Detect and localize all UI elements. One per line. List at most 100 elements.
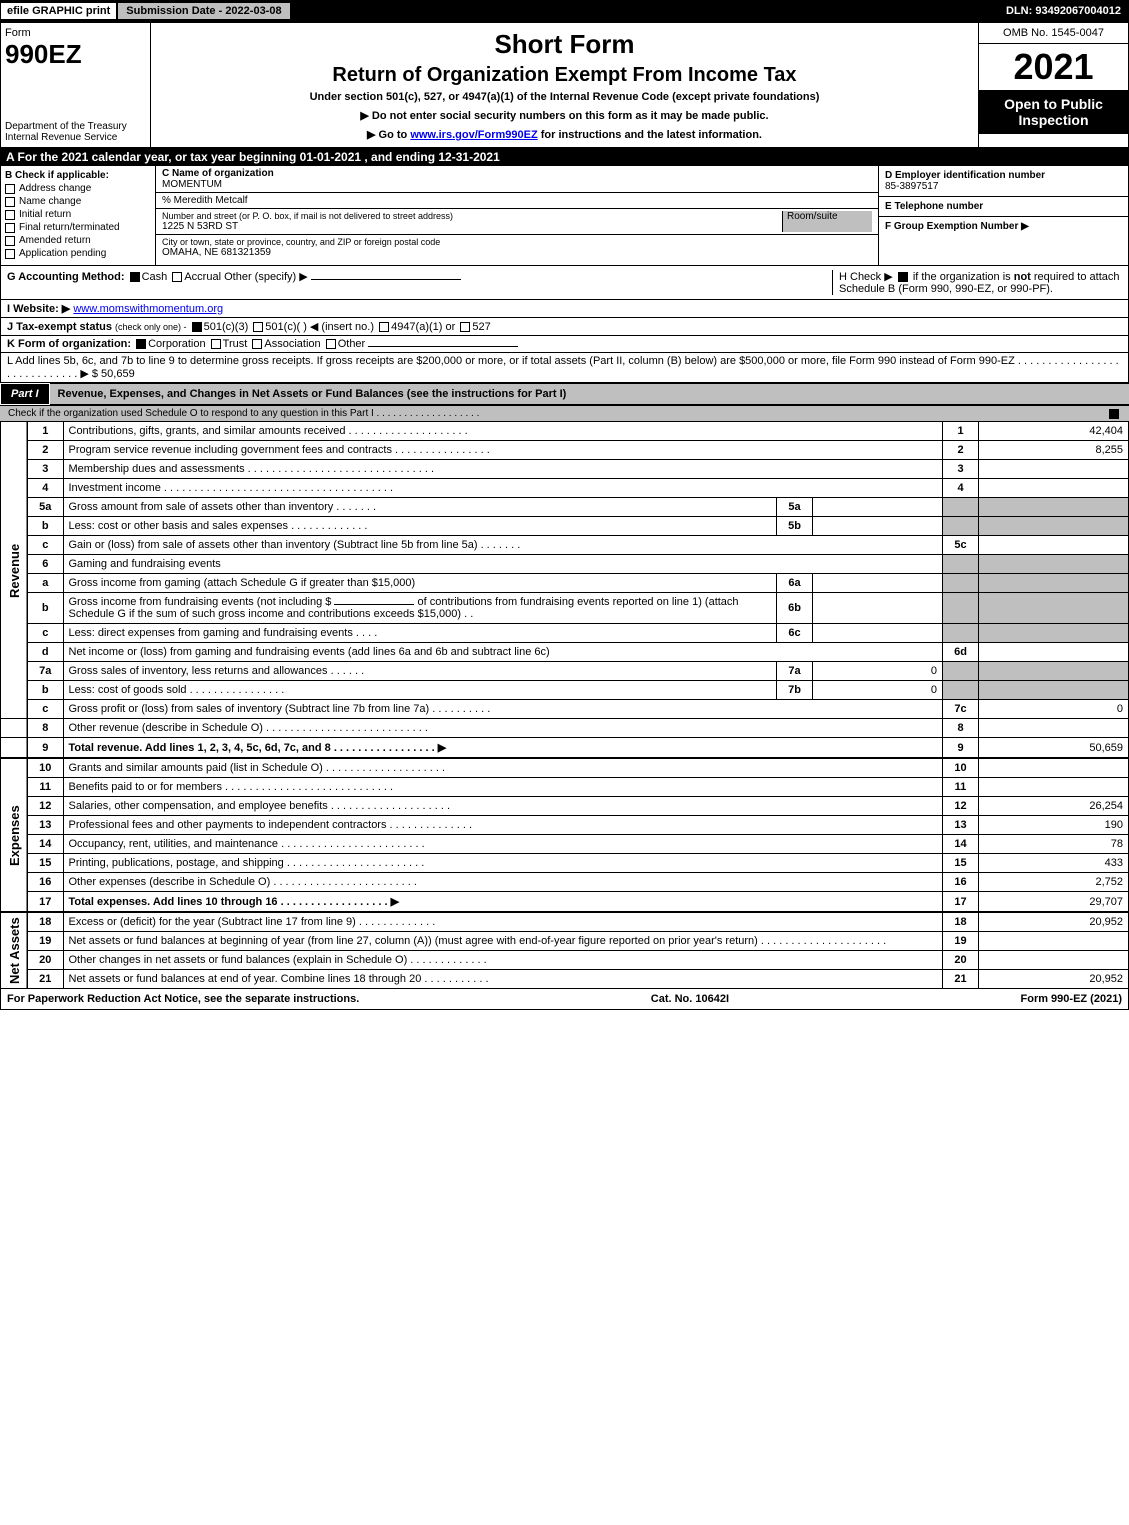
chk-accrual[interactable] [172, 272, 182, 282]
table-row: 7a Gross sales of inventory, less return… [1, 662, 1129, 681]
table-row: 5a Gross amount from sale of assets othe… [1, 498, 1129, 517]
netassets-side: Net Assets [1, 913, 28, 989]
table-row: Expenses 10 Grants and similar amounts p… [1, 759, 1129, 778]
part1-header: Part I Revenue, Expenses, and Changes in… [0, 383, 1129, 405]
table-row: 4 Investment income . . . . . . . . . . … [1, 479, 1129, 498]
part1-tab: Part I [0, 383, 50, 405]
chk-final-return[interactable]: Final return/terminated [5, 222, 151, 233]
c-name-label: C Name of organization [162, 168, 872, 179]
chk-trust[interactable] [211, 339, 221, 349]
website-link[interactable]: www.momswithmomentum.org [73, 303, 223, 315]
table-row: 19Net assets or fund balances at beginni… [1, 932, 1129, 951]
table-row: c Gross profit or (loss) from sales of i… [1, 700, 1129, 719]
lno: 1 [27, 422, 63, 441]
i-website: I Website: ▶ www.momswithmomentum.org [0, 300, 1129, 318]
table-row: Net Assets 18 Excess or (deficit) for th… [1, 913, 1129, 932]
chk-cash[interactable] [130, 272, 140, 282]
header-right: OMB No. 1545-0047 2021 Open to Public In… [978, 23, 1128, 147]
section-c: C Name of organization MOMENTUM % Meredi… [156, 166, 878, 265]
ein: 85-3897517 [885, 181, 1122, 192]
table-row: b Less: cost or other basis and sales ex… [1, 517, 1129, 536]
note2-post: for instructions and the latest informat… [538, 129, 762, 141]
department: Department of the Treasury Internal Reve… [5, 121, 146, 143]
g-h-block: G Accounting Method: Cash Accrual Other … [0, 266, 1129, 300]
chk-amended[interactable]: Amended return [5, 235, 151, 246]
table-row: 9 Total revenue. Add lines 1, 2, 3, 4, 5… [1, 738, 1129, 758]
chk-527[interactable] [460, 322, 470, 332]
table-row: a Gross income from gaming (attach Sched… [1, 574, 1129, 593]
e-label: E Telephone number [885, 201, 1122, 212]
note-link: ▶ Go to www.irs.gov/Form990EZ for instru… [161, 128, 968, 141]
table-row: 14Occupancy, rent, utilities, and mainte… [1, 835, 1129, 854]
room-suite-label: Room/suite [782, 211, 872, 232]
table-row: 20Other changes in net assets or fund ba… [1, 951, 1129, 970]
under-section: Under section 501(c), 527, or 4947(a)(1)… [161, 91, 968, 103]
table-row: c Less: direct expenses from gaming and … [1, 624, 1129, 643]
table-row: c Gain or (loss) from sale of assets oth… [1, 536, 1129, 555]
j-tax-exempt: J Tax-exempt status (check only one) - 5… [0, 318, 1129, 336]
d-label: D Employer identification number [885, 170, 1122, 181]
k-form-org: K Form of organization: Corporation Trus… [0, 336, 1129, 353]
org-name: MOMENTUM [162, 179, 872, 190]
chk-address-change[interactable]: Address change [5, 183, 151, 194]
table-row: 16Other expenses (describe in Schedule O… [1, 873, 1129, 892]
chk-501c3[interactable] [192, 322, 202, 332]
title: Short Form [161, 29, 968, 60]
irs-link[interactable]: www.irs.gov/Form990EZ [410, 129, 537, 141]
rval: 42,404 [979, 422, 1129, 441]
revenue-table: Revenue 1 Contributions, gifts, grants, … [0, 421, 1129, 758]
netassets-table: Net Assets 18 Excess or (deficit) for th… [0, 912, 1129, 989]
form-number: 990EZ [5, 39, 146, 70]
table-row: 15Printing, publications, postage, and s… [1, 854, 1129, 873]
expenses-table: Expenses 10 Grants and similar amounts p… [0, 758, 1129, 912]
chk-initial-return[interactable]: Initial return [5, 209, 151, 220]
chk-501c[interactable] [253, 322, 263, 332]
city-label: City or town, state or province, country… [162, 237, 872, 247]
footer-left: For Paperwork Reduction Act Notice, see … [7, 993, 359, 1005]
street-address: 1225 N 53RD ST [162, 221, 782, 232]
chk-part1-scho[interactable] [1109, 409, 1119, 419]
section-b: B Check if applicable: Address change Na… [1, 166, 156, 265]
form-label: Form [5, 27, 146, 39]
note2-pre: ▶ Go to [367, 129, 410, 141]
chk-name-change[interactable]: Name change [5, 196, 151, 207]
f-label: F Group Exemption Number ▶ [885, 221, 1122, 232]
table-row: 8 Other revenue (describe in Schedule O)… [1, 719, 1129, 738]
expenses-side: Expenses [1, 759, 28, 912]
table-row: 12Salaries, other compensation, and empl… [1, 797, 1129, 816]
part1-title: Revenue, Expenses, and Changes in Net As… [50, 384, 1129, 404]
page-footer: For Paperwork Reduction Act Notice, see … [0, 989, 1129, 1010]
info-right: D Employer identification number 85-3897… [878, 166, 1128, 265]
omb-number: OMB No. 1545-0047 [979, 23, 1128, 44]
table-row: 2 Program service revenue including gove… [1, 441, 1129, 460]
table-row: 11Benefits paid to or for members . . . … [1, 778, 1129, 797]
table-row: 3 Membership dues and assessments . . . … [1, 460, 1129, 479]
table-row: b Less: cost of goods sold . . . . . . .… [1, 681, 1129, 700]
open-public: Open to Public Inspection [979, 90, 1128, 134]
chk-corp[interactable] [136, 339, 146, 349]
b-header: B Check if applicable: [5, 170, 151, 181]
l-gross-receipts: L Add lines 5b, 6c, and 7b to line 9 to … [0, 353, 1129, 383]
part1-check-row: Check if the organization used Schedule … [0, 405, 1129, 421]
header-left: Form 990EZ Department of the Treasury In… [1, 23, 151, 147]
chk-4947[interactable] [379, 322, 389, 332]
note-ssn: ▶ Do not enter social security numbers o… [161, 109, 968, 122]
efile-print[interactable]: efile GRAPHIC print [0, 2, 117, 20]
row-a: A For the 2021 calendar year, or tax yea… [0, 148, 1129, 166]
revenue-side: Revenue [1, 422, 28, 719]
table-row: 17Total expenses. Add lines 10 through 1… [1, 892, 1129, 912]
top-bar: efile GRAPHIC print Submission Date - 20… [0, 0, 1129, 22]
chk-other-org[interactable] [326, 339, 336, 349]
table-row: 13Professional fees and other payments t… [1, 816, 1129, 835]
chk-assoc[interactable] [252, 339, 262, 349]
tax-year: 2021 [979, 44, 1128, 90]
chk-h[interactable] [898, 272, 908, 282]
g-label: G Accounting Method: [7, 271, 125, 283]
chk-pending[interactable]: Application pending [5, 248, 151, 259]
footer-mid: Cat. No. 10642I [651, 993, 729, 1005]
addr-label: Number and street (or P. O. box, if mail… [162, 211, 782, 221]
city-state-zip: OMAHA, NE 681321359 [162, 247, 872, 258]
header-mid: Short Form Return of Organization Exempt… [151, 23, 978, 147]
table-row: b Gross income from fundraising events (… [1, 593, 1129, 624]
form-header: Form 990EZ Department of the Treasury In… [0, 22, 1129, 148]
